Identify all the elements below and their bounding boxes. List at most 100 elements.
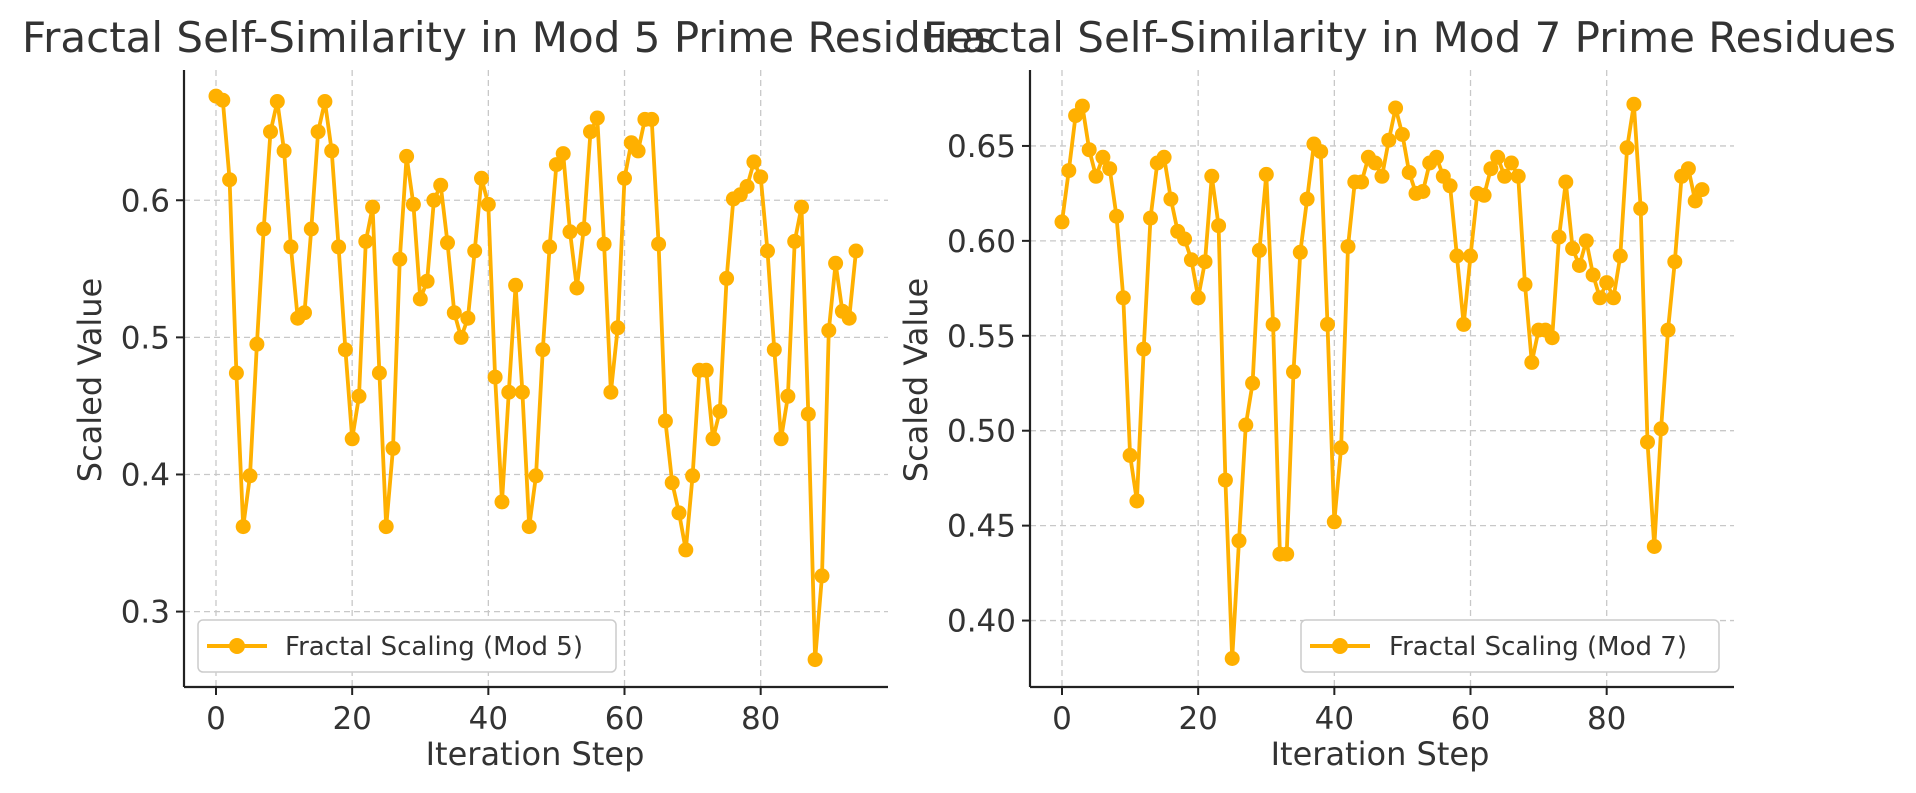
data-point	[487, 369, 503, 385]
data-point	[426, 192, 442, 208]
y-tick-label: 0.5	[121, 320, 170, 356]
data-point	[228, 365, 244, 381]
data-point	[1463, 248, 1478, 264]
data-point	[1571, 258, 1587, 273]
legend: Fractal Scaling (Mod 5)	[197, 619, 617, 673]
data-point	[1524, 354, 1540, 370]
data-point	[739, 179, 755, 194]
data-point	[1074, 98, 1090, 114]
data-point	[1429, 149, 1444, 165]
data-point	[433, 177, 449, 193]
data-point	[821, 323, 837, 338]
data-point	[1565, 241, 1581, 256]
data-point	[242, 468, 258, 484]
data-point	[596, 236, 612, 252]
data-point	[814, 568, 830, 584]
data-point	[297, 305, 312, 321]
data-point	[371, 365, 387, 381]
data-point	[1279, 546, 1295, 562]
data-point	[528, 468, 544, 484]
data-point	[555, 146, 571, 162]
x-tick-label: 0	[206, 701, 226, 737]
data-point	[1612, 248, 1628, 264]
x-tick-label: 60	[1451, 701, 1490, 737]
data-point	[773, 431, 789, 447]
data-point	[1197, 254, 1213, 270]
data-point	[1354, 174, 1370, 190]
data-point	[392, 251, 408, 267]
data-point	[1109, 208, 1124, 224]
data-point	[1163, 191, 1179, 207]
data-point	[760, 243, 775, 259]
data-point	[521, 519, 537, 535]
data-point	[685, 468, 701, 484]
data-point	[1190, 290, 1206, 306]
y-tick-label: 0.45	[947, 509, 1016, 545]
data-point	[215, 92, 231, 108]
x-axis-label: Iteration Step	[426, 735, 645, 773]
legend-box	[1300, 619, 1720, 673]
data-point	[222, 172, 238, 188]
data-point	[848, 243, 864, 259]
data-point	[1115, 290, 1131, 306]
data-point	[610, 320, 626, 336]
data-point	[1401, 165, 1417, 180]
chart-mod7: 0 20 40 60 80 0.40 0.45 0.50 0.55 0.60 0.65 Fracta…	[897, 13, 1896, 773]
data-point	[787, 233, 803, 249]
data-point	[1088, 168, 1104, 184]
data-point	[1503, 155, 1519, 171]
data-point	[337, 342, 353, 358]
data-point	[283, 239, 299, 255]
data-point	[405, 196, 421, 212]
data-point	[589, 110, 605, 126]
data-point	[1143, 210, 1158, 226]
data-point	[474, 170, 489, 186]
data-point	[1449, 248, 1465, 264]
data-point	[1224, 651, 1240, 666]
legend: Fractal Scaling (Mod 7)	[1300, 619, 1720, 673]
data-point	[263, 124, 278, 140]
data-point	[1129, 493, 1145, 509]
x-tick-label: 80	[741, 701, 780, 737]
axes-spines	[1028, 70, 1734, 689]
data-point	[828, 255, 844, 271]
data-point	[440, 235, 455, 251]
data-point	[453, 329, 469, 345]
data-point	[780, 388, 796, 404]
data-point	[657, 413, 673, 429]
data-point	[1626, 96, 1642, 112]
data-point	[1286, 364, 1301, 380]
data-point	[310, 124, 326, 140]
data-point	[1251, 242, 1267, 258]
data-point	[324, 143, 340, 159]
x-tick-label: 80	[1587, 701, 1626, 737]
axis-ticks: 0 20 40 60 80 0.40 0.45 0.50 0.55 0.60 0.65	[947, 129, 1626, 737]
data-point	[1660, 322, 1676, 338]
axis-ticks: 0 20 40 60 80 0.3 0.4 0.5 0.6	[121, 183, 781, 737]
data-point	[344, 431, 360, 447]
y-axis-label: Scaled Value	[897, 278, 935, 482]
data-point	[548, 157, 564, 173]
data-point	[542, 239, 558, 255]
data-point	[712, 403, 728, 419]
data-point	[1367, 155, 1383, 171]
data-point	[1183, 252, 1199, 268]
data-point	[1231, 533, 1247, 549]
data-point	[698, 362, 714, 378]
data-point	[569, 280, 585, 296]
data-point	[644, 111, 660, 127]
data-point	[671, 505, 687, 521]
data-point	[501, 384, 517, 400]
chart-mod5: 0 20 40 60 80 0.3 0.4 0.5 0.6 Fractal Self-Simil…	[22, 13, 995, 773]
data-point	[664, 475, 680, 491]
data-point	[1095, 149, 1111, 165]
data-point	[1592, 290, 1608, 306]
y-tick-label: 0.3	[121, 595, 170, 631]
data-point	[1694, 182, 1710, 198]
data-point	[1476, 187, 1492, 203]
data-point	[1381, 132, 1397, 148]
data-point	[399, 148, 415, 164]
data-point	[1606, 290, 1621, 306]
axes-spines	[182, 70, 888, 689]
data-point	[719, 270, 735, 286]
